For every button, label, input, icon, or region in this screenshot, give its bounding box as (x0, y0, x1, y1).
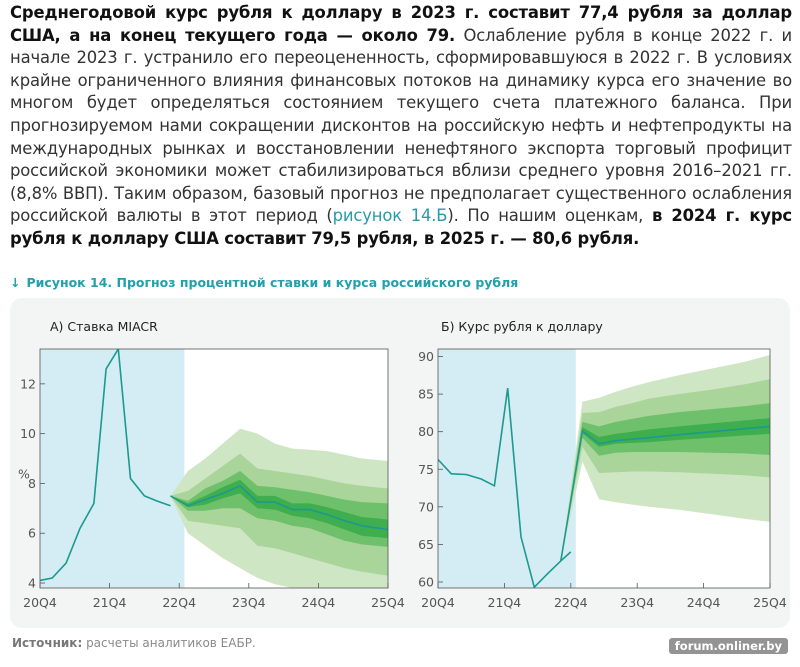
plot-content (438, 355, 770, 588)
history-shade (40, 349, 185, 588)
chart-panel: 4 6 8 10 12 20Q4 21Q4 22Q4 23Q4 24Q4 25Q4% А) Ставк… (10, 298, 790, 628)
paragraph-bold-conclusion: в 2024 г. курс рубля к доллару США соста… (10, 206, 792, 248)
plot-content (40, 349, 388, 588)
arrow-down-icon: ↓ (10, 275, 21, 290)
chart-rate: 4 6 8 10 12 20Q4 21Q4 22Q4 23Q4 24Q4 25Q4% А) Ставк… (18, 319, 405, 610)
figure-reference-link[interactable]: рисунок 14.Б (332, 206, 448, 226)
history-line (40, 349, 171, 582)
forecast-line (170, 484, 388, 531)
source-note: Источник: расчеты аналитиков ЕАБР. (12, 636, 256, 650)
watermark: forum.onliner.by (668, 638, 788, 654)
figure-title-text: Рисунок 14. Прогноз процентной ставки и … (26, 275, 519, 290)
x-tick-label: 25Q4 (753, 595, 787, 610)
x-tick-label: 20Q4 (421, 595, 455, 610)
y-tick-label: 6 (28, 526, 36, 541)
history-shade (438, 349, 576, 588)
y-tick-label: 85 (418, 387, 434, 402)
y-tick-label: 75 (418, 462, 434, 477)
paragraph-text-2: ). По нашим оценкам, (447, 206, 652, 226)
chart-title: Б) Курс рубля к доллару (441, 319, 603, 334)
x-tick-label: 22Q4 (162, 595, 196, 610)
x-tick-label: 24Q4 (687, 595, 721, 610)
plot-frame (437, 348, 771, 589)
x-tick-label: 21Q4 (488, 595, 522, 610)
y-tick-label: 65 (418, 537, 434, 552)
intro-paragraph: Среднегодовой курс рубля к доллару в 202… (10, 2, 792, 251)
y-tick-label: 70 (418, 499, 434, 514)
history-line (438, 387, 572, 588)
charts-svg: 4 6 8 10 12 20Q4 21Q4 22Q4 23Q4 24Q4 25Q4% А) Ставк… (18, 319, 787, 610)
plot-frame (39, 348, 389, 589)
chart-title: А) Ставка MIACR (50, 319, 158, 334)
y-tick-label: 4 (28, 576, 36, 591)
x-tick-label: 24Q4 (302, 595, 336, 610)
y-tick-label: 60 (418, 574, 434, 589)
y-axis-label: % (18, 467, 30, 482)
paragraph-bold-lead: Среднегодовой курс рубля к доллару в 202… (10, 3, 792, 45)
y-tick-label: 90 (418, 349, 434, 364)
x-tick-label: 22Q4 (554, 595, 588, 610)
x-tick-label: 23Q4 (232, 595, 266, 610)
figure-title: ↓ Рисунок 14. Прогноз процентной ставки и… (10, 275, 518, 290)
x-tick-label: 21Q4 (93, 595, 127, 610)
x-tick-label: 23Q4 (620, 595, 654, 610)
source-text: расчеты аналитиков ЕАБР. (82, 636, 256, 650)
x-tick-label: 20Q4 (23, 595, 57, 610)
y-tick-label: 12 (20, 376, 36, 391)
source-label: Источник: (12, 636, 83, 650)
fan-band-4 (170, 479, 388, 539)
y-tick-label: 10 (20, 426, 36, 441)
forecast-line (560, 425, 770, 562)
y-tick-label: 80 (418, 424, 434, 439)
x-tick-label: 25Q4 (371, 595, 405, 610)
paragraph-text-1: Ослабление рубля в конце 2022 г. и начал… (10, 25, 792, 226)
y-tick-label: 8 (28, 476, 36, 491)
chart-fx: 60 65 70 75 80 85 90 20Q4 21Q4 22Q4 23Q4 24Q4 25Q4 Б)… (418, 319, 787, 610)
